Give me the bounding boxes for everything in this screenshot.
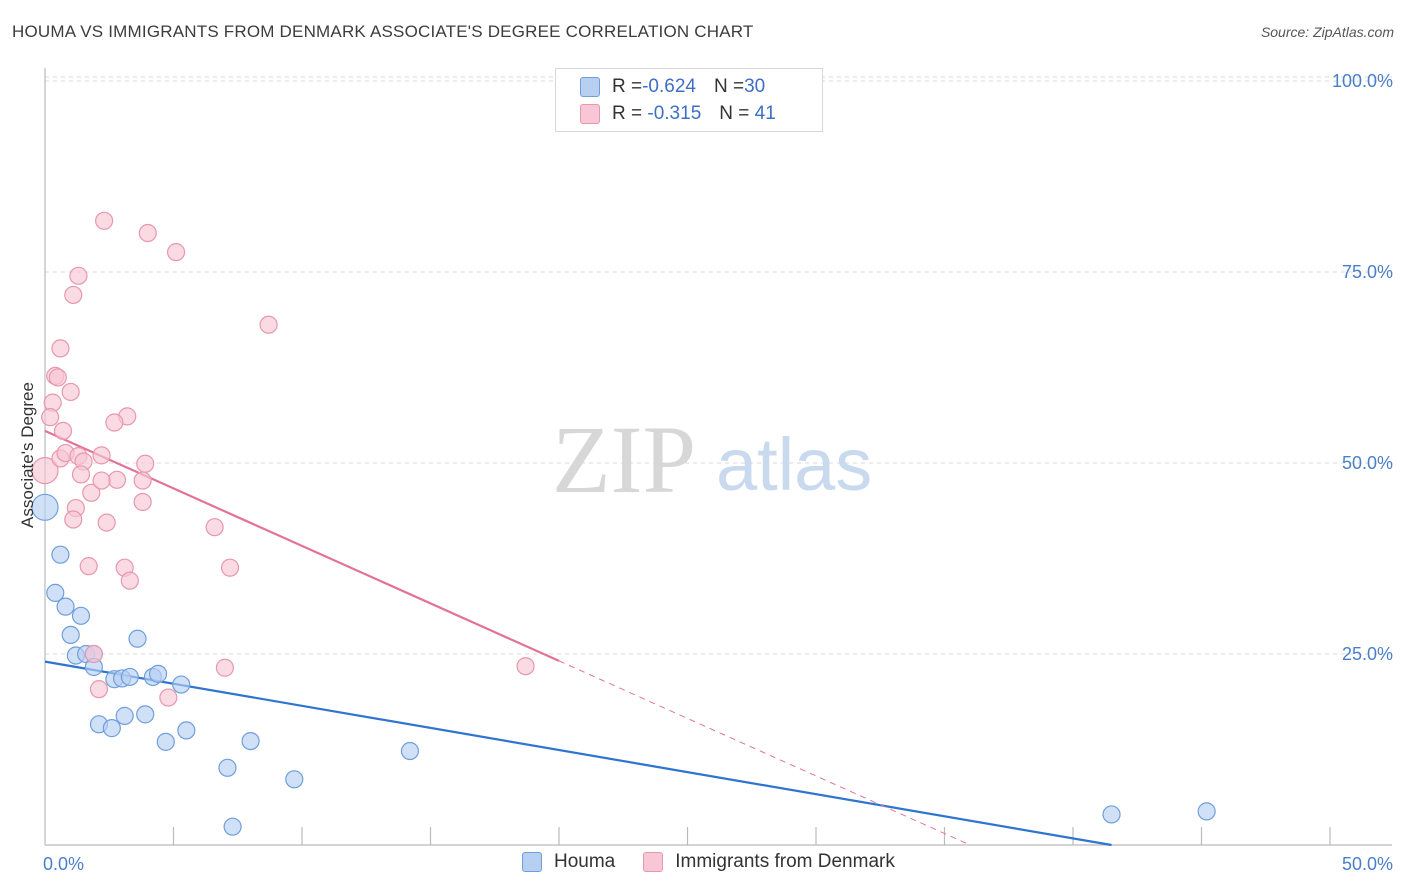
denmark-point [41, 408, 60, 427]
legend-houma-label: Houma [554, 851, 616, 872]
legend-r-value: -0.624 [642, 76, 696, 97]
denmark-point [84, 644, 103, 664]
denmark-point [31, 457, 59, 485]
legend-r-label: R = [612, 103, 643, 124]
houma-point [115, 706, 134, 725]
denmark-point [61, 382, 80, 402]
houma-point [31, 493, 59, 521]
houma-point [51, 545, 70, 564]
denmark-point [259, 315, 278, 334]
houma-point [148, 664, 168, 683]
denmark-point [166, 243, 186, 262]
legend-r-label: R = [612, 76, 643, 97]
denmark-point [64, 510, 83, 529]
trendline [44, 660, 1112, 847]
y-tick-label: 50.0% [1342, 453, 1393, 473]
denmark-point [82, 483, 101, 502]
source-label: Source: ZipAtlas.com [1260, 24, 1394, 40]
tick-labels: 25.0% 50.0% 75.0% 100.0% 0.0% 50.0% [43, 71, 1393, 874]
trendline [44, 429, 560, 662]
houma-point [128, 629, 147, 648]
x-tick-label: 0.0% [43, 854, 84, 874]
houma-point [172, 675, 191, 694]
denmark-point [220, 558, 240, 577]
y-tick-label: 100.0% [1332, 71, 1393, 91]
houma-point [285, 770, 304, 789]
denmark-point [97, 513, 116, 532]
legend-n-value: 30 [744, 76, 766, 97]
houma-point [400, 741, 420, 761]
x-tick-label: 50.0% [1342, 854, 1393, 874]
denmark-point [136, 454, 155, 473]
houma-point [223, 817, 242, 836]
houma-point [218, 758, 237, 777]
denmark-point [79, 557, 98, 576]
gridlines [45, 76, 1392, 655]
houma-point [61, 625, 80, 645]
denmark-point [64, 285, 83, 305]
denmark-point [92, 471, 111, 490]
houma-point [102, 719, 121, 738]
legend-n-label: N = [713, 76, 745, 97]
watermark: ZIP atlas [552, 406, 872, 513]
denmark-point [516, 657, 535, 676]
houma-swatch [580, 77, 600, 97]
y-tick-label: 75.0% [1342, 262, 1393, 282]
denmark-point [48, 368, 67, 387]
watermark-zip: ZIP [552, 406, 696, 513]
legend-n-value: 41 [749, 103, 776, 124]
legend-denmark-label: Immigrants from Denmark [675, 851, 895, 872]
denmark-point [215, 658, 234, 677]
data-points [31, 211, 1216, 836]
houma-point [241, 731, 260, 751]
houma-point [120, 667, 139, 687]
houma-point [56, 597, 75, 616]
y-tick-label: 25.0% [1342, 644, 1393, 664]
denmark-swatch [643, 852, 664, 872]
y-axis-label: Associate's Degree [18, 382, 37, 528]
denmark-point [133, 492, 152, 512]
denmark-point [53, 421, 73, 441]
legend-row-denmark: R = -0.315 N = 41 [580, 100, 776, 128]
houma-point [136, 705, 155, 724]
watermark-atlas: atlas [716, 423, 872, 506]
houma-swatch [522, 852, 542, 872]
houma-point [156, 732, 175, 751]
denmark-point [51, 339, 70, 358]
denmark-point [92, 446, 111, 465]
chart-title: HOUMA VS IMMIGRANTS FROM DENMARK ASSOCIA… [12, 22, 754, 41]
legend-item-denmark: Immigrants from Denmark [643, 851, 895, 873]
legend-item-houma: Houma [522, 851, 615, 873]
houma-point [177, 721, 196, 740]
denmark-point [89, 680, 109, 699]
houma-point [1197, 802, 1216, 821]
denmark-point [138, 223, 157, 243]
denmark-point [205, 518, 224, 537]
denmark-point [95, 211, 114, 230]
denmark-point [71, 465, 91, 484]
correlation-legend: R = -0.624 N = 30 R = -0.315 N = 41 [555, 68, 823, 132]
denmark-point [107, 470, 127, 489]
denmark-point [133, 471, 152, 490]
houma-point [1102, 805, 1121, 824]
legend-row-houma: R = -0.624 N = 30 [580, 73, 765, 101]
denmark-point [120, 571, 139, 590]
denmark-point [69, 266, 88, 285]
denmark-point [105, 413, 124, 432]
houma-point [71, 606, 91, 625]
denmark-point [159, 688, 178, 707]
legend-r-value: -0.315 [642, 103, 702, 124]
series-legend: Houma Immigrants from Denmark [522, 851, 923, 873]
houma-point [46, 583, 65, 602]
axes [44, 68, 1392, 846]
denmark-swatch [580, 104, 600, 124]
trendline-extension [558, 660, 971, 846]
legend-n-label: N = [719, 103, 750, 124]
trendlines [44, 429, 1112, 847]
